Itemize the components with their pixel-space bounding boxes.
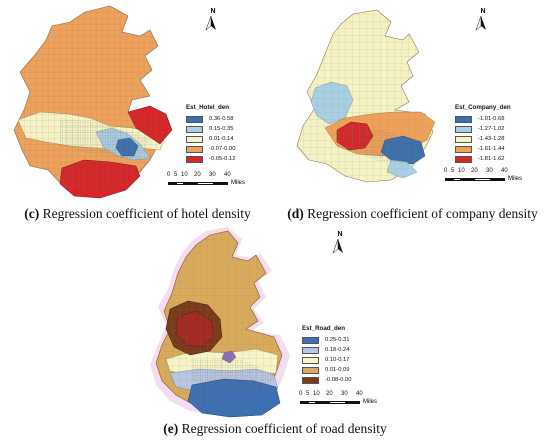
legend-item: -0.08-0.00	[302, 375, 351, 385]
legend-swatch	[455, 145, 472, 153]
legend-swatch	[455, 135, 472, 143]
map-hotel-density	[13, 5, 173, 199]
legend-title: Est_Company_den	[455, 104, 511, 111]
caption-c: (c) Regression coefficient of hotel dens…	[24, 206, 251, 221]
map-panel-hotel: N Est_Hotel_den 0.36-0.58 0.15-0.35 0.01…	[0, 0, 275, 235]
north-arrow-icon	[475, 15, 486, 31]
legend-swatch	[302, 356, 319, 364]
legend-swatch	[186, 125, 203, 133]
north-arrow-icon	[205, 15, 216, 31]
map-panel-company: N Est_Company_den -1.01-0.68 -1.27-1.02 …	[275, 0, 550, 235]
legend-title: Est_Road_den	[302, 325, 345, 332]
map-road-density	[150, 227, 290, 418]
legend-swatch	[186, 115, 203, 123]
legend-item: -1.01-0.68	[455, 114, 511, 124]
scale-bar-c: 0 5 10 20 30 40 Miles	[167, 172, 246, 186]
legend-swatch	[302, 376, 319, 384]
legend-road: Est_Road_den 0.25-0.31 0.18-0.24 0.10-0.…	[302, 325, 351, 385]
north-arrow-d: N	[475, 8, 490, 31]
legend-title: Est_Hotel_den	[186, 104, 229, 111]
legend-swatch	[186, 145, 203, 153]
legend-item: 0.25-0.31	[302, 335, 351, 345]
north-arrow-e: N	[332, 231, 347, 254]
map-panel-road: N Est_Road_den 0.25-0.31 0.18-0.24 0.10-…	[130, 225, 420, 443]
legend-item: 0.10-0.17	[302, 355, 351, 365]
legend-swatch	[302, 346, 319, 354]
map-company-density	[296, 9, 436, 183]
legend-item: -1.81-1.62	[455, 154, 511, 164]
legend-swatch	[455, 115, 472, 123]
legend-swatch	[302, 336, 319, 344]
north-arrow-c: N	[205, 8, 220, 31]
scale-bar-e: 0 5 10 20 30 40 Miles	[299, 391, 378, 405]
legend-item: -1.61-1.44	[455, 144, 511, 154]
legend-swatch	[455, 125, 472, 133]
legend-item: 0.18-0.24	[302, 345, 351, 355]
legend-item: 0.01-0.09	[302, 365, 351, 375]
north-arrow-icon	[332, 238, 343, 254]
legend-swatch	[186, 155, 203, 163]
caption-d: (d) Regression coefficient of company de…	[287, 206, 538, 221]
legend-item: -1.27-1.02	[455, 124, 511, 134]
legend-item: 0.01-0.14	[186, 134, 235, 144]
legend-company: Est_Company_den -1.01-0.68 -1.27-1.02 -1…	[455, 104, 511, 164]
legend-item: 0.15-0.35	[186, 124, 235, 134]
legend-item: 0.36-0.58	[186, 114, 235, 124]
legend-swatch	[186, 135, 203, 143]
legend-swatch	[455, 155, 472, 163]
legend-hotel: Est_Hotel_den 0.36-0.58 0.15-0.35 0.01-0…	[186, 104, 235, 164]
legend-item: -0.07-0.00	[186, 144, 235, 154]
legend-swatch	[302, 366, 319, 374]
legend-item: -0.05-0.12	[186, 154, 235, 164]
caption-e: (e) Regression coefficient of road densi…	[163, 421, 387, 436]
scale-bar-d: 0 5 10 20 30 40 Miles	[444, 168, 523, 182]
legend-item: -1.43-1.28	[455, 134, 511, 144]
